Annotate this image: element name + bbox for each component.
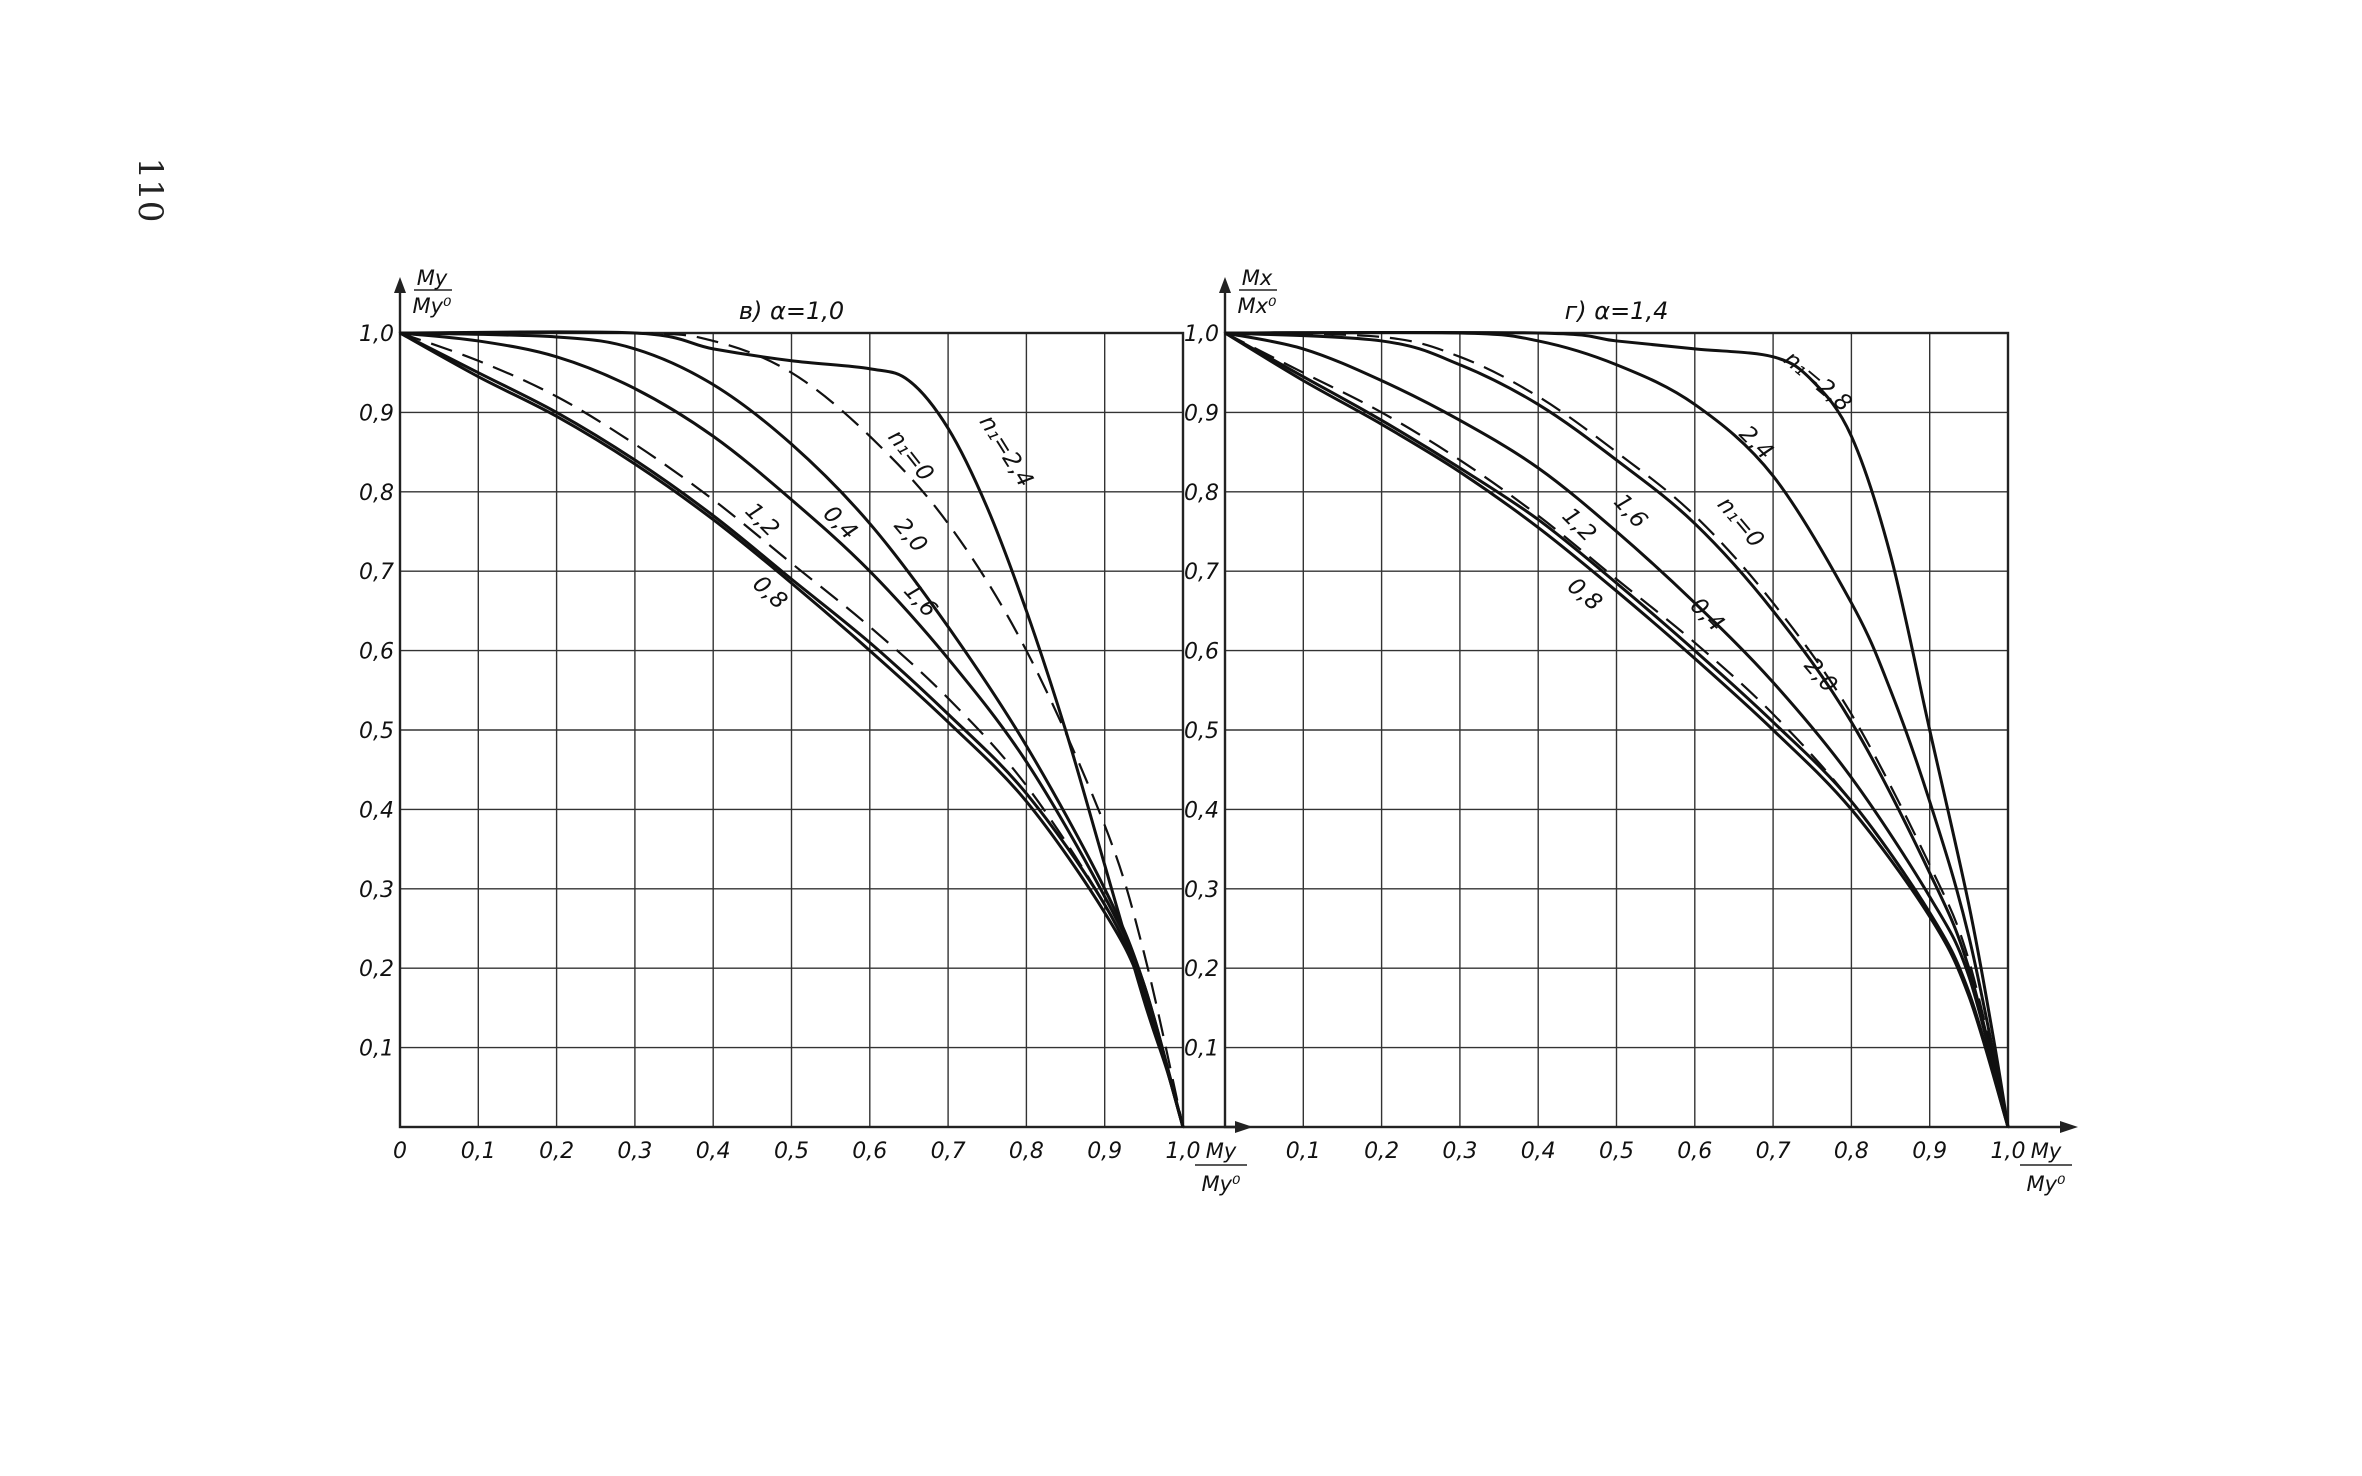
chart-1-y-tick: 0,9: [1184, 401, 1219, 426]
chart-0-series-label: n₁=2,4: [974, 411, 1038, 492]
chart-1-ylabel-den: Mx⁰: [1238, 294, 1278, 318]
chart-1-series-line: [1224, 331, 2010, 1128]
chart-0-y-tick: 0,1: [359, 1037, 394, 1062]
chart-1-x-arrow: [2060, 1121, 2078, 1133]
chart-0-frame: [398, 331, 1185, 1129]
chart-1-series-line: [1224, 331, 2010, 1128]
chart-0-series-label: 1,6: [898, 578, 942, 623]
chart-1-y-tick: 0,8: [1184, 481, 1219, 506]
chart-0-series-label: 2,0: [889, 513, 932, 558]
chart-0-y-tick: 1,0: [359, 322, 394, 347]
chart-1-x-tick: 0,8: [1834, 1139, 1869, 1164]
chart-0-ylabel-num: My: [417, 266, 448, 290]
chart-0-x-tick: 0,1: [461, 1139, 496, 1164]
chart-0-y-tick: 0,3: [359, 878, 394, 903]
chart-0-ylabel-den: My⁰: [413, 294, 453, 318]
chart-1-series-line: [1224, 331, 2010, 1128]
chart-0-series-label: 1,2: [740, 498, 784, 542]
chart-0-xlabel-num: My: [1206, 1139, 1237, 1163]
chart-1-title: г) α=1,4: [1565, 297, 1669, 325]
chart-1-x-tick: 0,5: [1599, 1139, 1634, 1164]
chart-0-x-tick: 0,5: [774, 1139, 809, 1164]
chart-1-y-arrow: [1219, 277, 1231, 293]
chart-0-x-tick: 0,8: [1009, 1139, 1044, 1164]
chart-1-x-tick: 0,7: [1756, 1139, 1791, 1164]
chart-0-y-tick: 0,6: [359, 640, 394, 665]
chart-1-y-tick: 1,0: [1184, 322, 1219, 347]
chart-1-y-tick: 0,6: [1184, 640, 1219, 665]
chart-0-x-tick: 0,2: [539, 1139, 574, 1164]
chart-1-y-tick: 0,2: [1184, 957, 1219, 982]
chart-1-series-line: [1224, 330, 2010, 1128]
chart-0-x-tick: 0,3: [617, 1139, 652, 1164]
chart-0-series-line: [399, 331, 1185, 1128]
chart-0-y-arrow: [394, 277, 406, 293]
chart-0-y-tick: 0,2: [359, 957, 394, 982]
chart-1-series-label: n₁=0: [1712, 492, 1769, 553]
chart-1-series-label: 0,8: [1562, 573, 1607, 616]
chart-1-y-tick: 0,3: [1184, 878, 1219, 903]
chart-1-y-tick: 0,4: [1184, 798, 1219, 823]
chart-1-y-tick: 0,1: [1184, 1037, 1219, 1062]
chart-0-series-line: [399, 331, 1185, 1128]
chart-1-series-label: 2,4: [1734, 421, 1778, 465]
chart-0-x-tick: 1,0: [1166, 1139, 1201, 1164]
chart-1-series-line: [1224, 330, 2010, 1128]
chart-0-title: в) α=1,0: [739, 297, 844, 325]
chart-0-x-tick: 0,6: [852, 1139, 887, 1164]
chart-0-x-tick: 0,4: [696, 1139, 731, 1164]
chart-1-series-line: [1224, 331, 2010, 1128]
chart-0-series-line: [399, 331, 1185, 1128]
chart-1-xlabel-num: My: [2031, 1139, 2062, 1163]
chart-1-x-tick: 0,1: [1286, 1139, 1321, 1164]
chart-0-x-tick: 0,7: [931, 1139, 966, 1164]
chart-1-series-line: [1224, 331, 2010, 1128]
chart-0-xlabel-den: My⁰: [1202, 1172, 1242, 1196]
chart-1-x-tick: 0,3: [1442, 1139, 1477, 1164]
chart-0-series-line: [399, 331, 1185, 1128]
chart-1-xlabel-den: My⁰: [2027, 1172, 2067, 1196]
chart-0-y-tick: 0,4: [359, 798, 394, 823]
chart-1-y-tick: 0,7: [1184, 560, 1219, 585]
chart-1-x-tick: 0,6: [1677, 1139, 1712, 1164]
chart-0-y-tick: 0,9: [359, 401, 394, 426]
chart-1-ylabel-num: Mx: [1242, 266, 1273, 290]
chart-0-y-tick: 0,5: [359, 719, 394, 744]
chart-1-frame: [1223, 331, 2010, 1129]
chart-1-x-tick: 0,4: [1521, 1139, 1556, 1164]
chart-1-y-tick: 0,5: [1184, 719, 1219, 744]
chart-0-series-line: [399, 331, 1185, 1128]
chart-1-x-tick: 0,9: [1912, 1139, 1947, 1164]
chart-0-y-tick: 0,7: [359, 560, 394, 585]
chart-1-series-label: n₁=2,8: [1779, 346, 1857, 417]
chart-1-series-label: 2,0: [1799, 653, 1842, 698]
chart-0-y-tick: 0,8: [359, 481, 394, 506]
chart-1-series-label: 1,6: [1608, 489, 1652, 534]
chart-0-x-tick: 0: [393, 1139, 407, 1164]
chart-1-x-tick: 1,0: [1991, 1139, 2026, 1164]
chart-1-x-tick: 0,2: [1364, 1139, 1399, 1164]
chart-0-x-tick: 0,9: [1087, 1139, 1122, 1164]
